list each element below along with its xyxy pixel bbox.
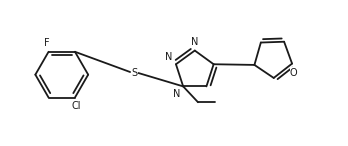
Text: O: O: [290, 68, 298, 78]
Text: N: N: [173, 89, 181, 99]
Text: Cl: Cl: [72, 101, 81, 112]
Text: S: S: [131, 68, 137, 78]
Text: N: N: [165, 52, 172, 62]
Text: F: F: [44, 39, 50, 48]
Text: N: N: [191, 37, 198, 47]
